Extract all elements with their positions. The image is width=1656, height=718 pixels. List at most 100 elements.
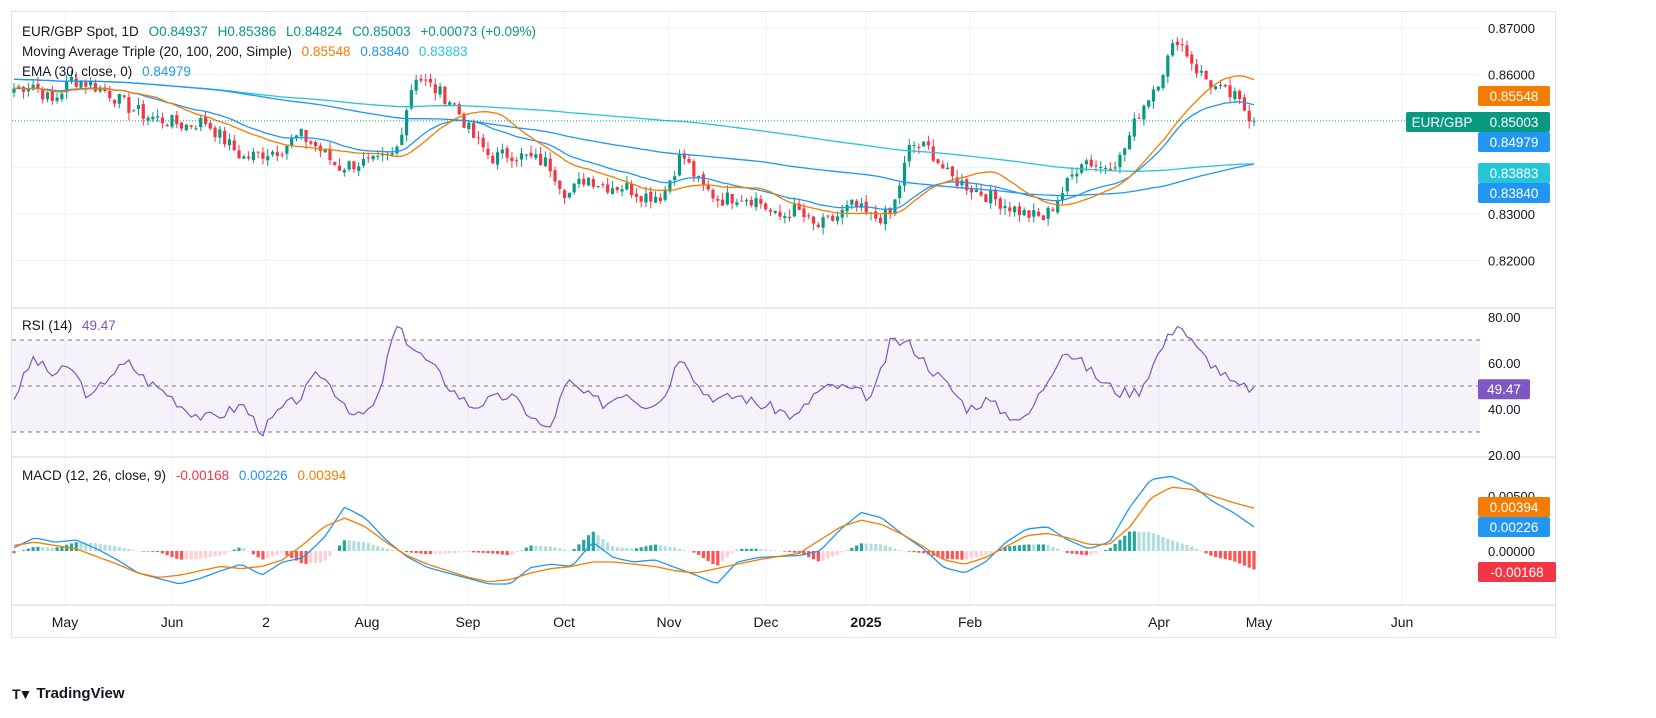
- macd-hist-bar: [744, 548, 749, 551]
- rsi-legend[interactable]: RSI (14) 49.47: [22, 316, 122, 336]
- macd-hist-bar: [859, 543, 864, 551]
- candle-body: [692, 161, 696, 177]
- macd-hist-bar: [1056, 548, 1060, 551]
- candle-body: [1003, 205, 1007, 208]
- macd-hist-bar: [41, 547, 45, 551]
- candle-body: [352, 161, 356, 170]
- rsi-pane[interactable]: [12, 325, 1480, 437]
- macd-hist-bar: [409, 551, 413, 553]
- macd-hist-bar: [246, 551, 251, 552]
- symbol-title[interactable]: EUR/GBP Spot, 1D: [22, 24, 139, 39]
- candle-body: [203, 116, 208, 124]
- tradingview-logo[interactable]: T▼ TradingView: [12, 685, 125, 702]
- macd-hist-bar: [1118, 539, 1122, 551]
- candle-body: [357, 166, 361, 171]
- macd-hist-bar: [529, 545, 533, 551]
- macd-hist-bar: [17, 551, 21, 552]
- macd-hist-bar: [26, 548, 30, 551]
- price-pane[interactable]: [12, 37, 1480, 235]
- candle-body: [926, 141, 931, 146]
- macd-hist-bar: [93, 543, 97, 551]
- candle-body: [232, 140, 236, 151]
- candle-body: [1094, 165, 1098, 167]
- macd-hist-bar: [716, 551, 720, 566]
- macd-hist-bar: [1218, 551, 1223, 559]
- candle-body: [1060, 193, 1065, 201]
- macd-signal-label-bg: [1478, 497, 1550, 517]
- rsi-value-label: 49.47: [1487, 382, 1521, 397]
- candle-body: [615, 187, 619, 191]
- macd-hist-bar: [807, 551, 811, 558]
- macd-hist-bar: [165, 551, 169, 556]
- ema-legend[interactable]: EMA (30, close, 0) 0.84979: [22, 62, 197, 82]
- macd-hist-bar: [922, 551, 926, 554]
- candle-body: [821, 217, 825, 228]
- macd-hist-bar: [1252, 551, 1256, 570]
- candle-body: [773, 210, 777, 213]
- macd-hist-bar: [730, 551, 734, 554]
- macd-hist-bar: [36, 546, 40, 551]
- ma-legend[interactable]: Moving Average Triple (20, 100, 200, Sim…: [22, 42, 474, 62]
- macd-hist-bar: [361, 542, 366, 551]
- macd-hist-bar: [606, 542, 610, 551]
- candle-body: [452, 103, 457, 105]
- macd-hist-bar: [189, 551, 193, 560]
- candle-body: [261, 152, 265, 159]
- candle-body: [1156, 86, 1160, 91]
- macd-hist-bar: [390, 549, 394, 551]
- macd-hist-bar: [237, 547, 241, 551]
- candle-body: [1123, 148, 1127, 155]
- macd-hist-bar: [1238, 551, 1242, 564]
- candle-body: [610, 188, 615, 194]
- macd-hist-bar: [883, 545, 887, 551]
- macd-hist-bar: [199, 551, 203, 559]
- macd-hist-bar: [1008, 546, 1012, 551]
- candle-body: [831, 215, 835, 221]
- candle-body: [548, 158, 552, 172]
- macd-hist-bar: [304, 551, 308, 564]
- candle-body: [1017, 206, 1022, 216]
- candle-body: [816, 224, 820, 228]
- ma20-line: [13, 75, 1255, 215]
- candle-body: [1223, 84, 1227, 87]
- candle-body: [543, 157, 548, 167]
- candle-body: [280, 154, 284, 156]
- macd-hist-bar: [443, 551, 447, 554]
- macd-hist-bar: [448, 551, 452, 554]
- macd-hist-bar: [156, 551, 160, 553]
- macd-hist-bar: [1080, 551, 1084, 555]
- candle-body: [242, 156, 246, 159]
- candle-body: [720, 199, 725, 206]
- macd-hist-bar: [424, 551, 428, 555]
- macd-hist-bar: [591, 531, 595, 551]
- macd-hist-bar: [251, 551, 255, 555]
- macd-hist-bar: [227, 551, 232, 552]
- axes: 0.870000.860000.840000.830000.82000MayJu…: [11, 11, 1556, 638]
- candle-body: [725, 192, 729, 205]
- macd-hist-bar: [74, 542, 78, 551]
- macd-hist-bar: [103, 544, 107, 551]
- macd-hist-bar: [898, 550, 902, 551]
- candle-body: [208, 123, 212, 129]
- macd-hist-bar: [371, 544, 375, 551]
- candle-body: [179, 122, 184, 129]
- candle-body: [112, 99, 117, 104]
- macd-hist-bar: [1185, 544, 1189, 551]
- price-tick-label: 0.82000: [1488, 254, 1535, 269]
- macd-pane[interactable]: [12, 476, 1256, 585]
- candle-body: [907, 144, 911, 162]
- candle-body: [945, 167, 950, 170]
- macd-hist-bar: [759, 549, 763, 551]
- candle-body: [888, 208, 892, 214]
- candle-body: [1194, 64, 1199, 74]
- macd-hist-bar: [1127, 531, 1132, 551]
- rsi-value-label-bg: [1478, 379, 1530, 400]
- ohlc-change: +0.00073 (+0.09%): [420, 24, 536, 39]
- macd-hist-bar: [764, 549, 768, 551]
- macd-legend[interactable]: MACD (12, 26, close, 9) -0.00168 0.00226…: [22, 466, 352, 486]
- macd-hist-bar: [1147, 532, 1151, 551]
- macd-hist-bar: [352, 540, 356, 551]
- candle-body: [582, 178, 586, 185]
- candle-body: [227, 139, 232, 146]
- ma100-price-label-bg: [1478, 183, 1550, 203]
